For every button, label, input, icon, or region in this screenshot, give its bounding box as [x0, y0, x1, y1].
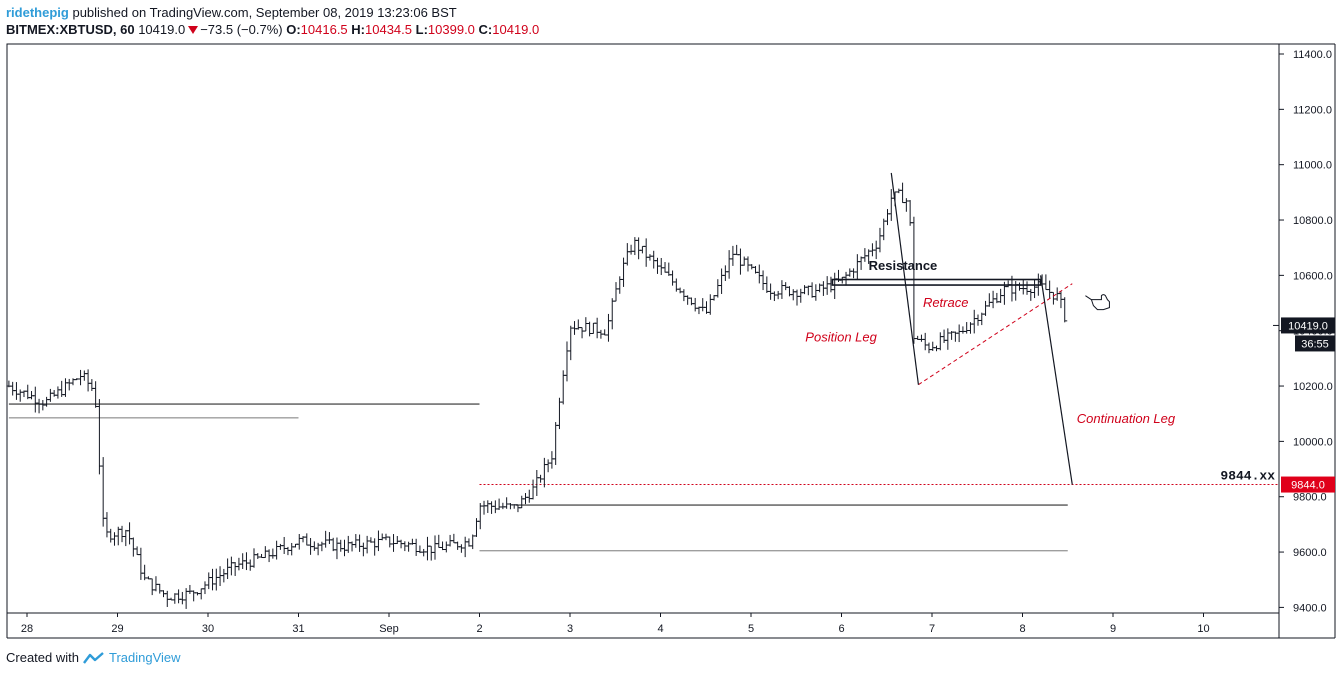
- publish-info: ridethepig published on TradingView.com,…: [6, 5, 457, 20]
- resistance-zone: [831, 278, 1042, 286]
- resistance-annotation: Resistance: [869, 258, 938, 273]
- price-axis: 11400.011200.011000.010800.010600.010400…: [1279, 49, 1333, 614]
- author-name[interactable]: ridethepig: [6, 5, 69, 20]
- time-tick-label: 5: [748, 623, 754, 635]
- price-tick-label: 9600.0: [1293, 547, 1327, 559]
- countdown-label-bg: [1295, 335, 1335, 352]
- continuation-leg-annotation: Continuation Leg: [1077, 411, 1176, 426]
- tradingview-brand[interactable]: TradingView: [108, 650, 181, 665]
- close-value: 10419.0: [492, 22, 540, 37]
- time-tick-label: 7: [929, 623, 935, 635]
- time-tick-label: 2: [476, 623, 482, 635]
- footer: Created with TradingView: [6, 650, 181, 665]
- last-price-label: 10419.0: [1288, 320, 1328, 332]
- price-tick-label: 10000.0: [1293, 436, 1333, 448]
- change-value: −73.5 (−0.7%): [200, 22, 283, 37]
- countdown-label: 36:55: [1301, 338, 1329, 350]
- low-label: L:: [415, 22, 428, 37]
- time-tick-label: 31: [292, 623, 304, 635]
- down-triangle-icon: [188, 26, 199, 34]
- price-tick-label: 10800.0: [1293, 215, 1333, 227]
- retrace-trendline: [918, 283, 1073, 386]
- symbol-bar: BITMEX:XBTUSD, 60 10419.0 −73.5 (−0.7%) O…: [6, 22, 539, 37]
- open-label: O:: [286, 22, 301, 37]
- ohlc-bar: [1062, 297, 1068, 323]
- time-tick-label: 10: [1197, 623, 1209, 635]
- price-tick-label: 10600.0: [1293, 270, 1333, 282]
- time-axis: 28 29 30 31 Sep 2 3 4 5 6 7 8 9 10: [21, 613, 1210, 635]
- time-tick-label: 4: [657, 623, 663, 635]
- pointing-hand-icon: [1085, 294, 1110, 311]
- time-tick-label: 29: [111, 623, 123, 635]
- position-leg-line: [890, 172, 920, 385]
- price-tick-label: 11200.0: [1293, 104, 1332, 116]
- time-tick-label: Sep: [379, 623, 399, 635]
- retrace-annotation: Retrace: [923, 295, 969, 310]
- price-tick-label: 10200.0: [1293, 381, 1333, 393]
- time-tick-label: 6: [838, 623, 844, 635]
- high-label: H:: [351, 22, 366, 37]
- continuation-leg-line: [1040, 275, 1073, 485]
- alert-level-label-bg: [1281, 476, 1335, 493]
- ohlc-series: [6, 182, 1068, 609]
- hand-shape: [1090, 294, 1110, 311]
- price-tick-label: 11400.0: [1293, 49, 1332, 61]
- price-tick-label: 9400.0: [1293, 602, 1327, 614]
- time-tick-label: 8: [1019, 623, 1025, 635]
- published-text: published on TradingView.com, September …: [72, 5, 457, 20]
- time-tick-label: 28: [21, 623, 33, 635]
- tradingview-logo-icon: [83, 651, 104, 664]
- target-label: 9844.xx: [1220, 469, 1275, 484]
- high-value: 10434.5: [365, 22, 413, 37]
- close-label: C:: [478, 22, 493, 37]
- plot-frame: [6, 43, 1280, 614]
- time-tick-label: 9: [1110, 623, 1116, 635]
- created-with-text: Created with: [6, 650, 79, 665]
- time-tick-label: 3: [567, 623, 573, 635]
- symbol-label: BITMEX:XBTUSD, 60: [6, 22, 135, 37]
- price-tick-label: 11000.0: [1293, 160, 1332, 172]
- low-value: 10399.0: [427, 22, 475, 37]
- position-leg-annotation: Position Leg: [805, 330, 877, 345]
- alert-level-label: 9844.0: [1291, 480, 1325, 492]
- last-price-label-bg: [1281, 317, 1335, 334]
- hand-finger: [1085, 295, 1092, 301]
- last-value: 10419.0: [138, 22, 186, 37]
- price-tick-label: 9800.0: [1293, 492, 1327, 504]
- time-tick-label: 30: [202, 623, 214, 635]
- open-value: 10416.5: [300, 22, 348, 37]
